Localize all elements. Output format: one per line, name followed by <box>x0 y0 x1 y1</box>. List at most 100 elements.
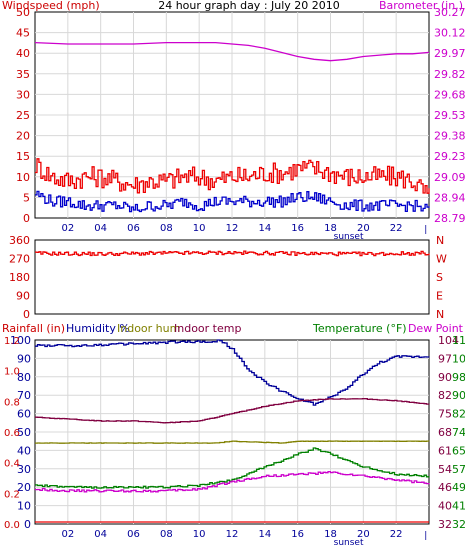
temp-x-tick-label: 22 <box>390 529 403 540</box>
direction-degree-label: 270 <box>9 253 30 266</box>
barometer-tick-label: 29.23 <box>434 150 465 163</box>
wind-x-ticks: 02 04 06 08 10 12 14 16 18 20 22 sunset | <box>61 223 427 242</box>
temperature-tick-label: 90 <box>452 389 465 402</box>
humidity-tick-label: 30 <box>17 463 31 476</box>
wind-x-tick-label: 06 <box>127 223 140 234</box>
temperature-tick-label: 65 <box>452 444 465 457</box>
temp-x-tick-label: 16 <box>291 529 304 540</box>
barometer-tick-label: 30.12 <box>434 27 465 40</box>
wind-x-tick-label: 10 <box>193 223 206 234</box>
temperature-tick-label: 74 <box>452 426 465 439</box>
temperature-tick-label: 57 <box>452 463 465 476</box>
temperature-tick-label: 49 <box>452 481 465 494</box>
indoor-temp-tick-label: 61 <box>438 444 452 457</box>
barometer-axis-label: Barometer (in.) <box>379 0 463 12</box>
wind-x-tick-label: 16 <box>291 223 304 234</box>
barometer-ticks: 28.79 28.94 29.09 29.23 29.38 29.53 29.68 29.82… <box>434 6 465 225</box>
humidity-tick-label: 40 <box>17 444 31 457</box>
rainfall-tick-label: 0.2 <box>4 489 20 500</box>
direction-degree-ticks: 0 90 180 270 360 <box>9 234 30 321</box>
wind-x-tick-label: 14 <box>258 223 271 234</box>
humidity-tick-label: 70 <box>17 389 31 402</box>
temperature-tick-label: 115 <box>452 334 465 347</box>
windspeed-tick-label: 50 <box>16 6 30 19</box>
direction-panel-frame <box>34 239 430 315</box>
windspeed-tick-label: 10 <box>16 171 30 184</box>
temperature-humidity-panel: Rainfall (in) Humidity % Indoor hum Indo… <box>2 322 465 548</box>
indoor-temp-tick-label: 54 <box>438 463 452 476</box>
direction-compass-label: N <box>436 234 444 247</box>
rainfall-tick-label: 0.0 <box>4 520 20 531</box>
windspeed-tick-label: 45 <box>16 27 30 40</box>
wind-speed-line <box>35 190 430 213</box>
temp-x-tick-label: 18 <box>324 529 337 540</box>
direction-compass-label: S <box>436 271 443 284</box>
wind-x-tick-label: 02 <box>61 223 74 234</box>
indoor-temp-tick-label: 82 <box>438 389 452 402</box>
temp-x-tick-label: 14 <box>258 529 271 540</box>
wind-x-tick-label: 20 <box>357 223 370 234</box>
direction-degree-label: 180 <box>9 271 30 284</box>
temperature-tick-label: 107 <box>452 352 465 365</box>
barometer-tick-label: 29.82 <box>434 68 465 81</box>
humidity-line <box>35 339 430 406</box>
barometer-tick-label: 29.38 <box>434 130 465 143</box>
barometer-tick-label: 29.53 <box>434 109 465 122</box>
barometer-tick-label: 28.94 <box>434 191 465 204</box>
indoor-temp-tick-label: 104 <box>438 334 459 347</box>
humidity-tick-label: 90 <box>17 352 31 365</box>
windspeed-tick-label: 20 <box>16 130 30 143</box>
barometer-tick-label: 28.79 <box>434 212 465 225</box>
wind-x-tick-label: 22 <box>390 223 403 234</box>
barometer-tick-label: 30.27 <box>434 6 465 19</box>
indoor-temp-tick-label: 40 <box>438 500 452 513</box>
windspeed-axis-label: Windspeed (mph) <box>2 0 100 12</box>
indoor-temp-tick-label: 32 <box>438 518 452 531</box>
windspeed-ticks: 0 5 10 15 20 25 30 35 40 45 50 <box>16 6 30 225</box>
windspeed-tick-label: 35 <box>16 68 30 81</box>
rainfall-tick-label: 1.0 <box>4 367 20 378</box>
humidity-tick-label: 10 <box>17 500 31 513</box>
direction-degree-label: 0 <box>23 308 30 321</box>
humidity-tick-label: 0 <box>24 518 31 531</box>
wind-series <box>34 41 430 213</box>
wind-barometer-panel: 24 hour graph day : July 20 2010 Windspe… <box>2 0 465 242</box>
wind-x-tick-label: 18 <box>324 223 337 234</box>
wind-x-tick-label: 04 <box>94 223 107 234</box>
dew-point-line <box>35 470 430 493</box>
barometer-line <box>34 41 430 62</box>
temp-series <box>35 339 430 523</box>
temp-x-tick-label: 10 <box>193 529 206 540</box>
wind-direction-line <box>35 250 430 257</box>
indoor-temp-tick-label: 75 <box>438 408 452 421</box>
temperature-tick-label: 98 <box>452 371 465 384</box>
wind-grid <box>35 12 429 218</box>
indoor-temp-label: Indoor temp <box>174 322 241 335</box>
windspeed-tick-label: 25 <box>16 109 30 122</box>
temp-x-ticks: 02 04 06 08 10 12 14 16 18 20 22 sunset | <box>61 529 427 548</box>
direction-compass-label: N <box>436 308 444 321</box>
direction-compass-label: E <box>436 290 443 303</box>
direction-compass-label: W <box>436 253 447 266</box>
barometer-tick-label: 29.09 <box>434 171 465 184</box>
windspeed-tick-label: 30 <box>16 88 30 101</box>
wind-sunset-annotation: sunset <box>334 232 364 242</box>
indoor-hum-label: Indoor hum <box>117 322 180 335</box>
humidity-label: Humidity % <box>66 322 130 335</box>
indoor-temp-tick-label: 90 <box>438 371 452 384</box>
windspeed-tick-label: 5 <box>23 191 30 204</box>
wind-x-tick-label: 12 <box>226 223 239 234</box>
temp-end-marker: | <box>424 531 427 541</box>
temp-x-tick-label: 12 <box>226 529 239 540</box>
temperature-tick-label: 82 <box>452 408 465 421</box>
temperature-label: Temperature (°F) <box>312 322 407 335</box>
windspeed-tick-label: 0 <box>23 212 30 225</box>
temp-x-tick-label: 02 <box>61 529 74 540</box>
temp-x-tick-label: 04 <box>94 529 107 540</box>
direction-degree-label: 90 <box>16 290 30 303</box>
rainfall-tick-label: 0.6 <box>4 428 20 439</box>
rainfall-label: Rainfall (in) <box>2 322 65 335</box>
rainfall-tick-label: 0.4 <box>4 459 20 470</box>
